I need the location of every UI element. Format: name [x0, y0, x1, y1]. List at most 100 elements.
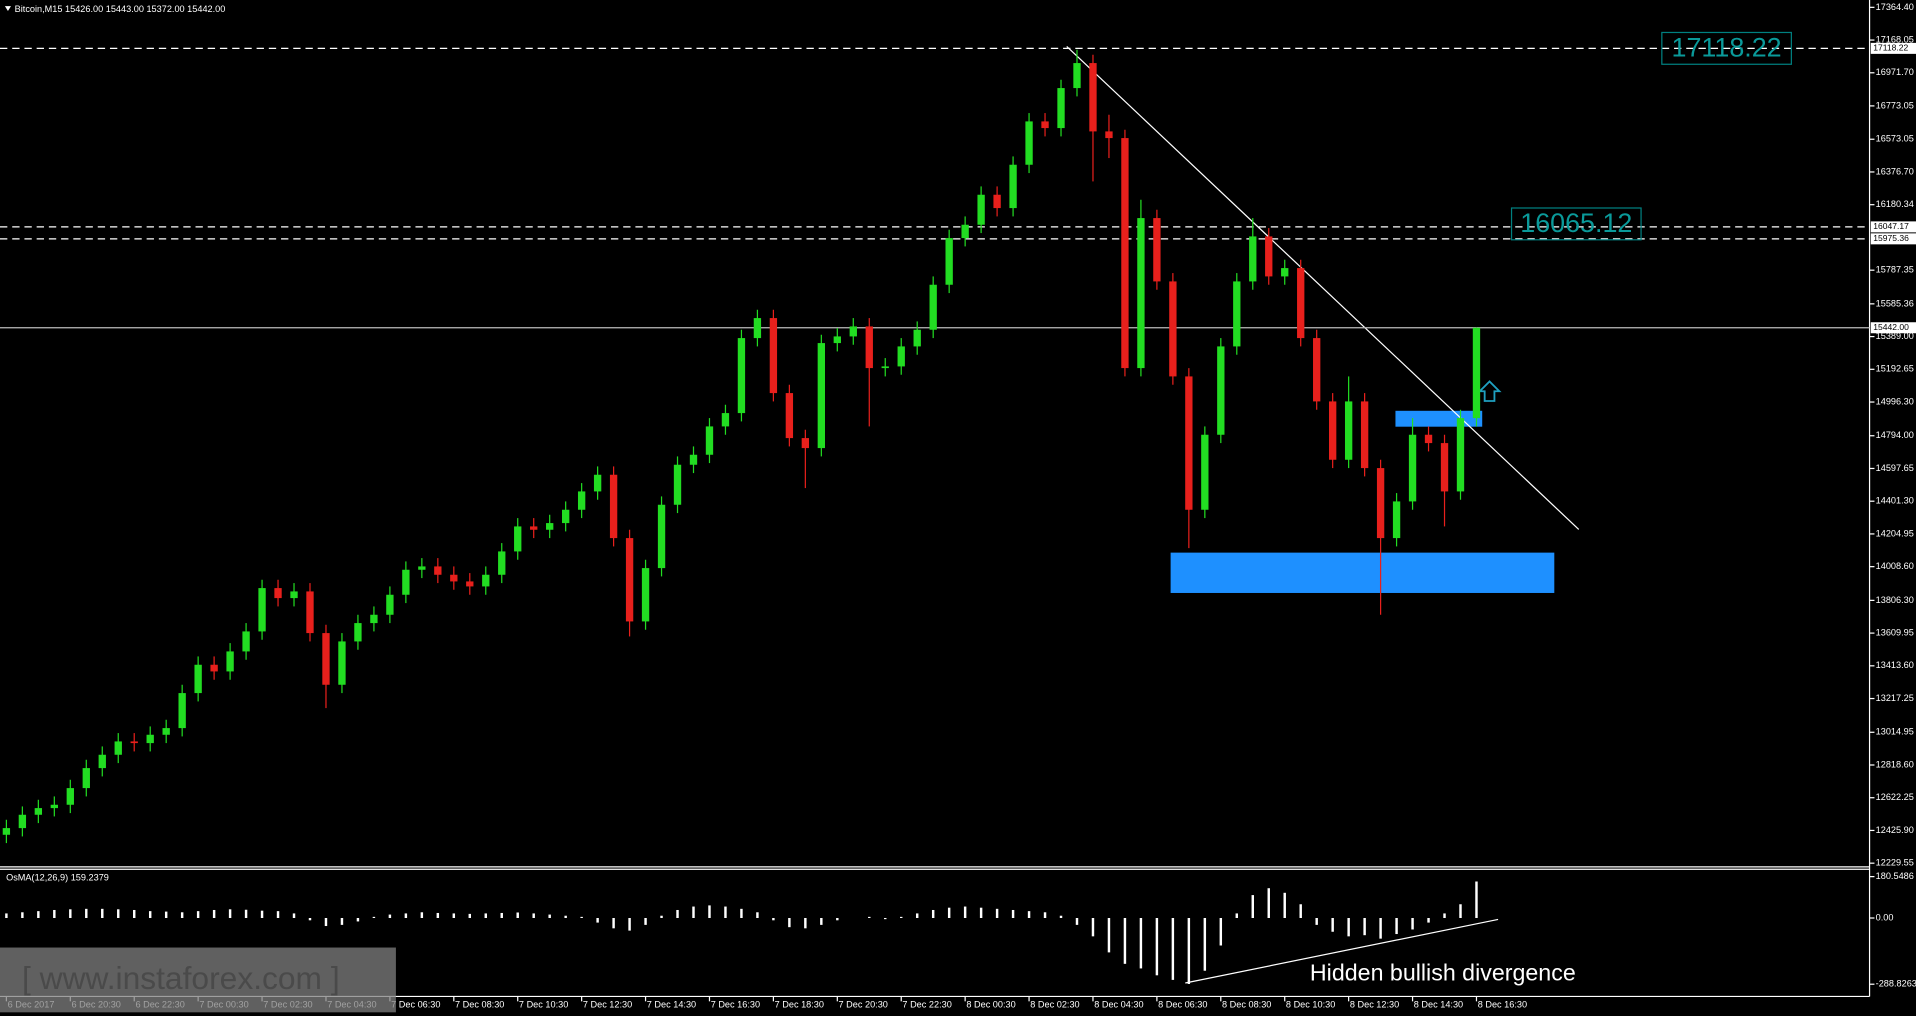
x-tick-label: 7 Dec 18:30 — [775, 999, 824, 1009]
y-tick-label: 16971.70 — [1876, 67, 1914, 77]
candle-body — [98, 754, 106, 769]
x-tick-label: 8 Dec 02:30 — [1030, 999, 1079, 1009]
level-label-box — [1870, 221, 1916, 233]
candle-body — [561, 509, 570, 524]
candle-body — [258, 588, 266, 632]
candle-body — [354, 623, 362, 642]
candle-body — [466, 581, 474, 587]
candle-body — [1233, 281, 1241, 347]
header: Bitcoin,M15 15426.00 15443.00 15372.00 1… — [15, 4, 226, 14]
y-tick-label: 16573.05 — [1876, 134, 1914, 144]
x-tick-label: 8 Dec 04:30 — [1094, 999, 1143, 1009]
y-tick-label: 17168.05 — [1876, 34, 1914, 44]
y-tick-label: 12818.60 — [1876, 759, 1914, 769]
candle-body — [1057, 88, 1065, 129]
y-tick-label: 14008.60 — [1876, 561, 1914, 571]
candle-body — [418, 566, 426, 570]
candle-body — [785, 393, 794, 439]
candle-body — [897, 346, 905, 367]
y-tick-label: 14597.65 — [1876, 463, 1914, 473]
candle-body — [1313, 338, 1321, 402]
candle-body — [34, 808, 43, 815]
header-icon — [4, 6, 11, 12]
candle-body — [146, 734, 154, 744]
candle-body — [577, 491, 586, 510]
breakout-zone — [1395, 410, 1483, 427]
candle-body — [721, 413, 730, 427]
candle-body — [386, 594, 394, 615]
candle-body — [1297, 268, 1305, 339]
candle-body — [18, 814, 27, 829]
candle-body — [514, 526, 522, 552]
candle-body — [1121, 138, 1129, 369]
y-tick-label: 16376.70 — [1876, 166, 1914, 176]
candle-body — [769, 318, 778, 394]
candle-body — [178, 693, 186, 729]
candle-body — [226, 651, 234, 672]
candle-body — [1025, 121, 1033, 165]
indicator-title: OsMA(12,26,9) 159.2379 — [6, 872, 109, 882]
candle-body — [1185, 376, 1193, 510]
x-tick-label: 7 Dec 22:30 — [902, 999, 951, 1009]
y-tick-label: 0.00 — [1876, 912, 1894, 922]
candle-body — [833, 336, 841, 344]
candle-body — [993, 194, 1001, 209]
candle-body — [1281, 268, 1289, 277]
x-tick-label: 8 Dec 08:30 — [1222, 999, 1271, 1009]
candle-body — [1153, 218, 1161, 282]
candle-body — [641, 568, 650, 622]
y-tick-label: 14204.95 — [1876, 528, 1914, 538]
candle-body — [50, 804, 58, 809]
y-tick-label: 13217.25 — [1876, 693, 1914, 703]
candle-body — [1265, 236, 1273, 277]
candle-body — [1073, 63, 1081, 89]
y-tick-label: 13014.95 — [1876, 727, 1914, 737]
watermark-box — [0, 947, 396, 1013]
candle-body — [1217, 346, 1225, 435]
y-tick-label: 14996.30 — [1876, 396, 1914, 406]
candle-body — [913, 329, 921, 347]
x-tick-label: 7 Dec 20:30 — [839, 999, 888, 1009]
y-tick-label: 14401.30 — [1876, 496, 1914, 506]
candle-body — [1392, 501, 1401, 539]
candle-body — [1424, 434, 1433, 444]
candle-body — [2, 828, 11, 835]
x-tick-label: 8 Dec 12:30 — [1350, 999, 1399, 1009]
x-tick-label: 7 Dec 06:30 — [391, 999, 440, 1009]
callout-label: 17118.22 — [1672, 33, 1782, 63]
candle-body — [482, 574, 490, 587]
level-label-box — [1870, 42, 1916, 54]
candle-body — [210, 664, 218, 672]
candle-body — [1376, 468, 1385, 539]
y-tick-label: 15787.35 — [1876, 265, 1914, 275]
candle-body — [1328, 401, 1337, 460]
candle-body — [593, 474, 602, 492]
candle-body — [370, 614, 378, 624]
candle-body — [625, 538, 634, 622]
y-tick-label: 17364.40 — [1876, 2, 1914, 12]
candle-body — [705, 426, 714, 455]
x-tick-label: 7 Dec 16:30 — [711, 999, 760, 1009]
x-tick-label: 8 Dec 10:30 — [1286, 999, 1335, 1009]
candle-body — [801, 438, 810, 449]
x-tick-label: 7 Dec 12:30 — [583, 999, 632, 1009]
candle-body — [961, 224, 969, 239]
candle-body — [530, 526, 538, 530]
candle-body — [673, 464, 682, 505]
y-tick-label: 15192.65 — [1876, 364, 1914, 374]
candle-body — [1440, 443, 1449, 492]
candle-body — [242, 631, 250, 652]
candle-body — [82, 768, 90, 789]
candle-body — [1105, 131, 1113, 139]
candle-body — [498, 551, 506, 575]
support-zone — [1170, 552, 1555, 593]
y-tick-label: 14794.00 — [1876, 430, 1914, 440]
candle-body — [1360, 401, 1369, 469]
y-tick-label: -288.8263 — [1876, 979, 1916, 989]
candle-body — [1089, 63, 1097, 132]
candle-body — [1456, 418, 1465, 492]
candle-body — [817, 343, 825, 449]
candle-body — [114, 741, 122, 755]
